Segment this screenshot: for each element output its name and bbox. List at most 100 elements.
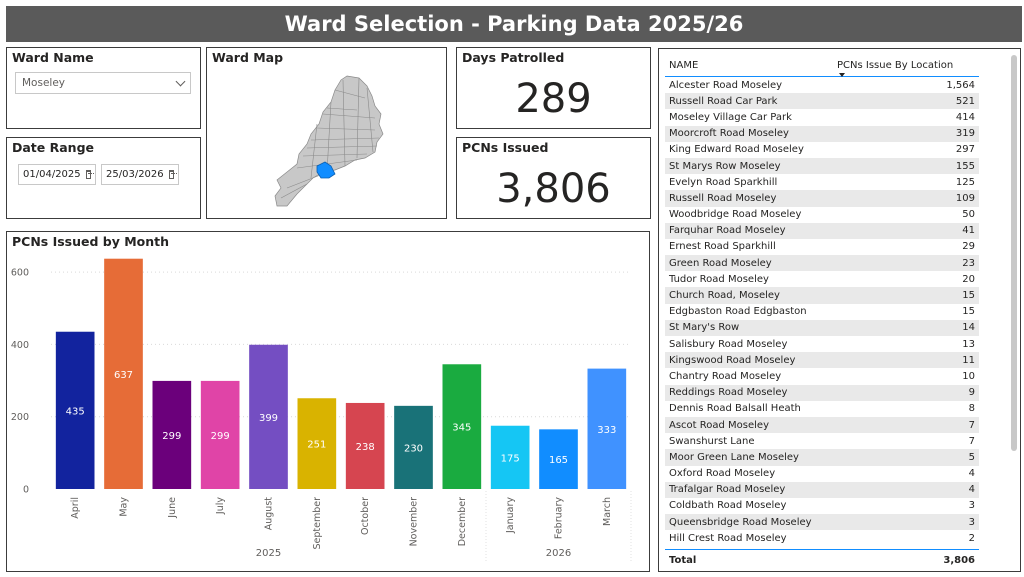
bar-may[interactable] (104, 258, 143, 489)
moseley-ward-highlight[interactable] (316, 161, 336, 179)
table-row[interactable]: Farquhar Road Moseley 41 (665, 222, 979, 239)
row-location-name: Edgbaston Road Edgbaston (669, 306, 807, 318)
row-location-name: Hill Crest Road Moseley (669, 532, 787, 544)
table-row[interactable]: Coldbath Road Moseley 3 (665, 498, 979, 514)
table-row[interactable]: Tudor Road Moseley 20 (665, 271, 979, 287)
title-bar: Ward Selection - Parking Data 2025/26 (6, 6, 1022, 42)
bar-june[interactable] (152, 380, 192, 489)
row-location-name: Tudor Road Moseley (669, 273, 769, 285)
bar-data-label: 637 (114, 370, 133, 381)
row-pcn-count: 4 (968, 484, 975, 496)
end-date-input[interactable]: 25/03/2026 (101, 164, 179, 185)
row-pcn-count: 2 (968, 532, 975, 544)
table-row[interactable]: Kingswood Road Moseley 11 (665, 352, 979, 369)
table-row[interactable]: Salisbury Road Moseley 13 (665, 336, 979, 352)
sort-descending-icon[interactable] (839, 73, 845, 77)
bar-data-label: 230 (404, 443, 423, 454)
days-patrolled-card: Days Patrolled 289 (456, 47, 651, 129)
start-date-input[interactable]: 01/04/2025 (18, 164, 96, 185)
row-location-name: Farquhar Road Moseley (669, 225, 786, 237)
row-location-name: Moor Green Lane Moseley (669, 451, 799, 463)
bar-july[interactable] (200, 380, 240, 489)
bar-february[interactable] (539, 429, 578, 489)
table-row[interactable]: St Marys Row Moseley 155 (665, 157, 979, 175)
calendar-icon[interactable] (85, 170, 95, 179)
pcns-by-location-table: NAME PCNs Issue By Location Alcester Roa… (658, 48, 1021, 572)
ward-name-dropdown[interactable]: Moseley (15, 72, 191, 94)
row-location-name: Chantry Road Moseley (669, 370, 782, 382)
table-row[interactable]: Green Road Moseley 23 (665, 255, 979, 272)
x-category-label: August (264, 497, 275, 531)
x-category-label: October (360, 497, 371, 535)
table-row[interactable]: St Mary's Row 14 (665, 319, 979, 336)
x-category-label: January (505, 497, 516, 534)
ward-map-card: Ward Map (206, 47, 447, 219)
bar-january[interactable] (490, 425, 530, 489)
table-row[interactable]: Alcester Road Moseley 1,564 (665, 77, 979, 93)
column-header-name[interactable]: NAME (669, 60, 699, 71)
row-pcn-count: 15 (962, 290, 975, 302)
table-row[interactable]: Trafalgar Road Moseley 4 (665, 481, 979, 498)
table-row[interactable]: Moor Green Lane Moseley 5 (665, 449, 979, 466)
bar-august[interactable] (249, 344, 288, 489)
ward-name-value: Moseley (22, 77, 66, 89)
x-category-label: December (457, 497, 468, 546)
calendar-icon[interactable] (168, 170, 178, 179)
table-row[interactable]: Church Road, Moseley 15 (665, 287, 979, 304)
table-row[interactable]: Oxford Road Moseley 4 (665, 466, 979, 482)
row-location-name: Kingswood Road Moseley (669, 354, 796, 366)
x-category-label: June (167, 497, 178, 519)
bar-september[interactable] (297, 398, 337, 489)
table-row[interactable]: King Edward Road Moseley 297 (665, 142, 979, 158)
end-date-value: 25/03/2026 (106, 169, 164, 180)
table-row[interactable]: Moseley Village Car Park 414 (665, 109, 979, 125)
bar-april[interactable] (55, 331, 95, 489)
row-location-name: St Marys Row Moseley (669, 160, 781, 172)
table-row[interactable]: Queensbridge Road Moseley 3 (665, 514, 979, 531)
table-row[interactable]: Evelyn Road Sparkhill 125 (665, 174, 979, 190)
row-pcn-count: 15 (962, 306, 975, 318)
bar-october[interactable] (345, 402, 385, 489)
row-location-name: St Mary's Row (669, 322, 740, 334)
row-pcn-count: 29 (962, 241, 975, 253)
pcns-issued-label: PCNs Issued (462, 140, 549, 155)
table-row[interactable]: Edgbaston Road Edgbaston 15 (665, 304, 979, 320)
total-value: 3,806 (943, 555, 975, 566)
x-category-label: May (119, 497, 130, 517)
table-row[interactable]: Moorcroft Road Moseley 319 (665, 125, 979, 142)
row-pcn-count: 297 (955, 144, 975, 156)
table-row[interactable]: Hill Crest Road Moseley 2 (665, 530, 979, 546)
row-pcn-count: 13 (962, 338, 975, 350)
table-row[interactable]: Chantry Road Moseley 10 (665, 368, 979, 384)
table-row[interactable]: Dennis Road Balsall Heath 8 (665, 401, 979, 417)
bar-data-label: 238 (356, 442, 375, 453)
table-row[interactable]: Woodbridge Road Moseley 50 (665, 207, 979, 223)
table-row[interactable]: Russell Road Moseley 109 (665, 190, 979, 207)
row-pcn-count: 23 (962, 257, 975, 269)
row-pcn-count: 155 (955, 160, 975, 172)
row-location-name: Ascot Road Moseley (669, 419, 769, 431)
bar-march[interactable] (587, 368, 627, 489)
table-row[interactable]: Russell Road Car Park 521 (665, 93, 979, 110)
ward-map[interactable] (207, 48, 448, 220)
x-category-label: July (215, 497, 226, 515)
table-scrollbar[interactable] (1011, 55, 1017, 451)
table-row[interactable]: Ernest Road Sparkhill 29 (665, 239, 979, 255)
row-location-name: Moorcroft Road Moseley (669, 128, 789, 140)
x-category-label: November (409, 497, 420, 547)
row-location-name: Salisbury Road Moseley (669, 338, 788, 350)
year-label: 2026 (546, 548, 571, 559)
bar-data-label: 345 (452, 423, 471, 434)
table-row[interactable]: Reddings Road Moseley 9 (665, 384, 979, 401)
column-header-pcns[interactable]: PCNs Issue By Location (837, 60, 954, 71)
bar-november[interactable] (394, 405, 433, 489)
bar-data-label: 435 (66, 406, 85, 417)
y-tick-label: 400 (11, 340, 29, 351)
table-row[interactable]: Swanshurst Lane 7 (665, 433, 979, 449)
row-location-name: Coldbath Road Moseley (669, 500, 787, 512)
bar-december[interactable] (442, 364, 482, 489)
pcns-issued-card: PCNs Issued 3,806 (456, 137, 651, 219)
x-category-label: February (554, 497, 565, 539)
table-row[interactable]: Ascot Road Moseley 7 (665, 416, 979, 434)
days-patrolled-value: 289 (515, 76, 592, 122)
